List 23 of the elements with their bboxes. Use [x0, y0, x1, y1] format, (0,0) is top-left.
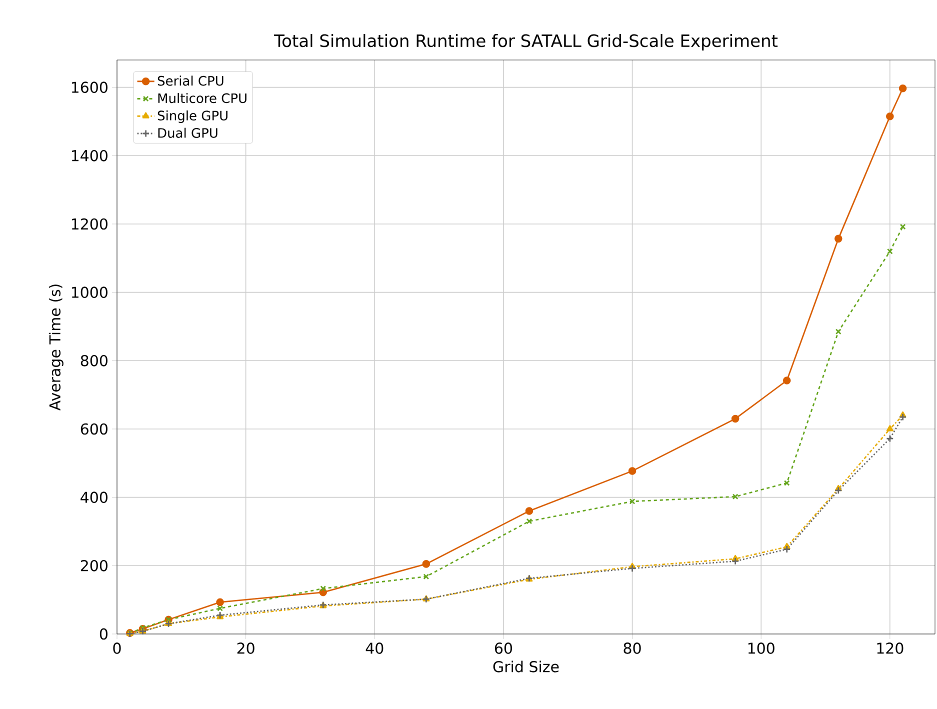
- y-tick-label: 600: [80, 423, 108, 435]
- y-tick-label: 1400: [72, 150, 108, 162]
- y-tick-label: 1000: [72, 286, 108, 298]
- x-tick-label: 120: [877, 642, 904, 654]
- legend-label: Serial CPU: [158, 76, 224, 86]
- y-tick-label: 1200: [72, 218, 108, 230]
- x-tick-label: 80: [624, 642, 641, 654]
- y-axis-title: Average Time (s): [48, 284, 64, 411]
- x-tick-label: 0: [113, 642, 121, 654]
- legend-label: Multicore CPU: [158, 93, 246, 104]
- x-axis-title: Grid Size: [493, 660, 559, 672]
- y-tick-label: 1600: [72, 82, 108, 94]
- x-tick-label: 100: [748, 642, 774, 654]
- x-tick-label: 20: [237, 642, 254, 654]
- y-tick-label: 200: [80, 560, 108, 572]
- y-tick-label: 0: [100, 628, 108, 640]
- x-tick-label: 40: [366, 642, 384, 654]
- x-tick-label: 60: [494, 642, 512, 654]
- legend-label: Single GPU: [158, 110, 228, 124]
- chart-title: Total Simulation Runtime for SATALL Grid-Scale Experiment: [274, 34, 778, 50]
- legend-label: Dual GPU: [158, 128, 218, 138]
- y-tick-label: 800: [80, 354, 108, 366]
- y-tick-label: 400: [80, 492, 108, 503]
